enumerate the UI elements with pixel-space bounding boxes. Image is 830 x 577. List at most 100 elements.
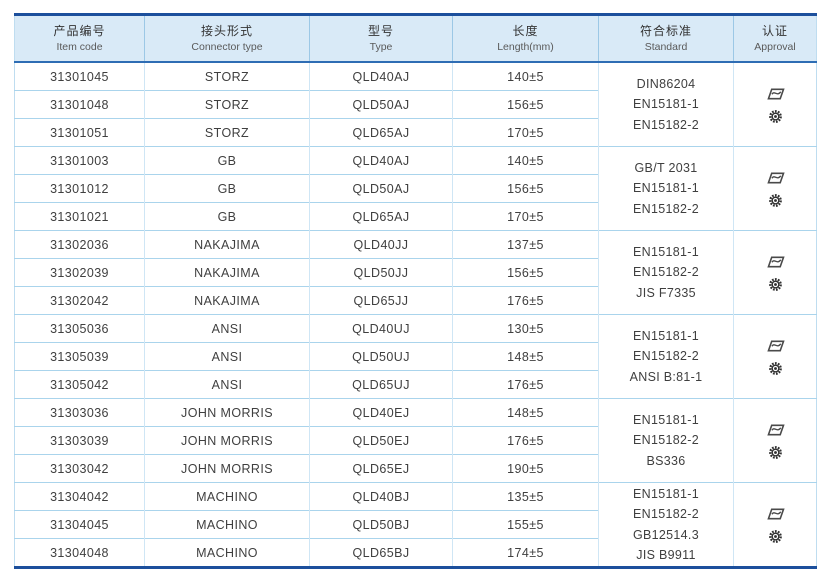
standard-line: EN15182-2 [633, 117, 699, 132]
item-code-cell: 31305036 [14, 314, 145, 343]
table-row: 31301051 STORZ QLD65AJ 170±5 [14, 118, 817, 147]
product-spec-table: 产品编号 Item code 接头形式 Connector type 型号 Type 长度 L… [14, 13, 817, 569]
table-header: 产品编号 Item code 接头形式 Connector type 型号 Type 长度 L… [14, 14, 817, 63]
type-cell: QLD40UJ [309, 314, 453, 343]
approval-icon-stack [736, 86, 814, 124]
standard-line: ANSI B:81-1 [629, 369, 703, 384]
item-code-cell: 31305039 [14, 342, 145, 371]
certification-flag-logo-icon [766, 339, 785, 352]
table-row: 31301045 STORZ QLD40AJ 140±5 DIN86204 EN15181… [14, 61, 817, 147]
column-header-zh-label: 接头形式 [200, 24, 253, 38]
connector-type-cell: MACHINO [144, 482, 310, 511]
certification-gear-seal-icon [768, 361, 782, 375]
type-cell: QLD65AJ [309, 118, 453, 147]
length-cell: 156±5 [452, 258, 599, 287]
standard-line: EN15181-1 [633, 97, 699, 112]
type-cell: QLD50AJ [309, 90, 453, 119]
length-cell: 130±5 [452, 314, 599, 343]
type-cell: QLD50UJ [309, 342, 453, 371]
standard-line: GB/T 2031 [634, 161, 698, 176]
standard-cell: EN15181-1 EN15182-2 BS336 [598, 398, 734, 483]
approval-cell [733, 230, 817, 315]
certification-gear-seal-icon [768, 193, 782, 207]
standard-cell: DIN86204 EN15181-1 EN15182-2 [598, 61, 734, 147]
connector-type-cell: STORZ [144, 61, 310, 91]
type-cell: QLD50BJ [309, 510, 453, 539]
approval-cell [733, 61, 817, 147]
standard-line: EN15182-2 [633, 433, 699, 448]
type-cell: QLD40AJ [309, 146, 453, 175]
column-header-length-mm: 长度 Length(mm) [452, 14, 599, 63]
column-header-item-code: 产品编号 Item code [14, 14, 145, 63]
item-code-cell: 31301012 [14, 174, 145, 203]
length-cell: 156±5 [452, 174, 599, 203]
column-header-connector-type: 接头形式 Connector type [144, 14, 310, 63]
table-row: 31301021 GB QLD65AJ 170±5 [14, 202, 817, 231]
table-row: 31301003 GB QLD40AJ 140±5 GB/T 2031 EN15181-1… [14, 146, 817, 231]
connector-type-cell: MACHINO [144, 538, 310, 568]
type-cell: QLD65UJ [309, 370, 453, 399]
length-cell: 174±5 [452, 538, 599, 568]
item-code-cell: 31301003 [14, 146, 145, 175]
column-header-zh-label: 认证 [761, 24, 788, 38]
certification-gear-seal-icon [768, 109, 782, 123]
approval-icon-stack [736, 422, 814, 460]
item-code-cell: 31302042 [14, 286, 145, 315]
item-code-cell: 31301021 [14, 202, 145, 231]
certification-gear-seal-icon [768, 445, 782, 459]
table-row: 31305039 ANSI QLD50UJ 148±5 [14, 342, 817, 371]
certification-flag-logo-icon [766, 87, 785, 100]
type-cell: QLD65EJ [309, 454, 453, 483]
table-row: 31302039 NAKAJIMA QLD50JJ 156±5 [14, 258, 817, 287]
table-row: 31302036 NAKAJIMA QLD40JJ 137±5 EN15181-1 EN1… [14, 230, 817, 315]
column-header-en-label: Approval [754, 41, 796, 53]
length-cell: 170±5 [452, 118, 599, 147]
column-header-en-label: Connector type [191, 41, 263, 53]
length-cell: 155±5 [452, 510, 599, 539]
item-code-cell: 31301045 [14, 61, 145, 91]
connector-type-cell: GB [144, 146, 310, 175]
length-cell: 190±5 [452, 454, 599, 483]
column-header-en-label: Type [369, 41, 393, 53]
length-cell: 148±5 [452, 342, 599, 371]
length-cell: 137±5 [452, 230, 599, 259]
standard-line: EN15181-1 [633, 487, 699, 501]
connector-type-cell: GB [144, 174, 310, 203]
item-code-cell: 31303039 [14, 426, 145, 455]
type-cell: QLD65BJ [309, 538, 453, 568]
standard-line: EN15181-1 [633, 245, 699, 260]
standard-line: EN15181-1 [633, 413, 699, 428]
length-cell: 140±5 [452, 146, 599, 175]
length-cell: 176±5 [452, 370, 599, 399]
type-cell: QLD50EJ [309, 426, 453, 455]
standard-line: EN15181-1 [633, 329, 699, 344]
item-code-cell: 31304048 [14, 538, 145, 568]
connector-type-cell: NAKAJIMA [144, 230, 310, 259]
length-cell: 176±5 [452, 286, 599, 315]
coupling-table: 产品编号 Item code 接头形式 Connector type 型号 Type 长度 L… [14, 13, 817, 569]
standard-line: JIS B9911 [636, 547, 696, 562]
column-header-zh-label: 产品编号 [53, 24, 106, 38]
approval-cell [733, 482, 817, 568]
column-header-en-label: Standard [644, 41, 688, 53]
certification-flag-logo-icon [766, 507, 785, 520]
length-cell: 135±5 [452, 482, 599, 511]
item-code-cell: 31302039 [14, 258, 145, 287]
standard-line: EN15181-1 [633, 181, 699, 196]
item-code-cell: 31302036 [14, 230, 145, 259]
length-cell: 176±5 [452, 426, 599, 455]
standard-line: BS336 [646, 453, 686, 468]
standard-line: DIN86204 [636, 77, 696, 92]
item-code-cell: 31303042 [14, 454, 145, 483]
connector-type-cell: STORZ [144, 118, 310, 147]
standard-line: EN15182-2 [633, 201, 699, 216]
certification-flag-logo-icon [766, 255, 785, 268]
item-code-cell: 31304045 [14, 510, 145, 539]
approval-icon-stack [736, 254, 814, 292]
table-row: 31302042 NAKAJIMA QLD65JJ 176±5 [14, 286, 817, 315]
column-header-zh-label: 型号 [367, 24, 394, 38]
approval-cell [733, 398, 817, 483]
type-cell: QLD50AJ [309, 174, 453, 203]
column-header-en-label: Length(mm) [497, 41, 554, 53]
type-cell: QLD65JJ [309, 286, 453, 315]
